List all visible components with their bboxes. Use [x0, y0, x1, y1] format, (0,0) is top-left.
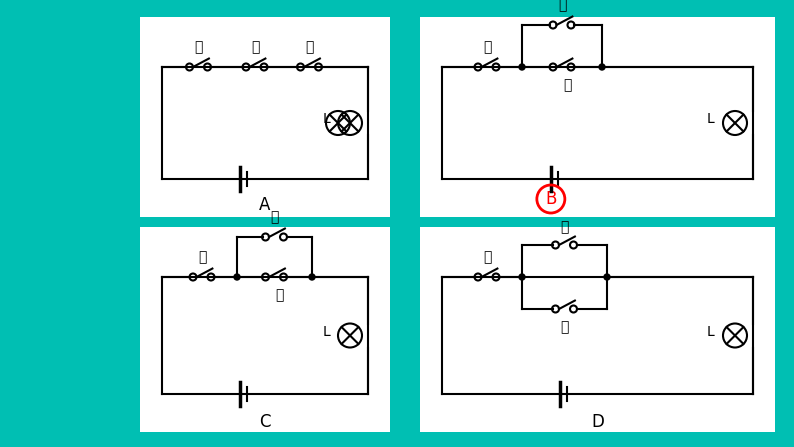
Bar: [420, 227, 775, 432]
Text: D: D: [591, 413, 604, 431]
Text: 乙: 乙: [251, 40, 259, 54]
Text: B: B: [545, 190, 557, 208]
Text: 乙: 乙: [270, 210, 279, 224]
Circle shape: [234, 274, 240, 280]
Text: 丙: 丙: [561, 320, 569, 334]
Circle shape: [309, 274, 315, 280]
Text: 甲: 甲: [276, 288, 283, 302]
Text: A: A: [260, 196, 271, 214]
Text: 甲: 甲: [483, 40, 491, 54]
Text: 丙: 丙: [198, 250, 206, 264]
Bar: [140, 227, 390, 432]
Circle shape: [599, 64, 605, 70]
Text: L: L: [707, 325, 715, 338]
Text: C: C: [260, 413, 271, 431]
Text: L: L: [322, 112, 330, 126]
Bar: [140, 17, 390, 217]
Circle shape: [519, 274, 525, 280]
Circle shape: [519, 64, 525, 70]
Bar: [420, 17, 775, 217]
Text: 丙: 丙: [563, 78, 571, 92]
Circle shape: [604, 274, 610, 280]
Text: 乙: 乙: [561, 220, 569, 234]
Text: 甲: 甲: [483, 250, 491, 264]
Text: L: L: [322, 325, 330, 338]
Text: 甲: 甲: [195, 40, 202, 54]
Text: 乙: 乙: [558, 0, 566, 12]
Text: 丙: 丙: [306, 40, 314, 54]
Text: L: L: [707, 112, 715, 126]
